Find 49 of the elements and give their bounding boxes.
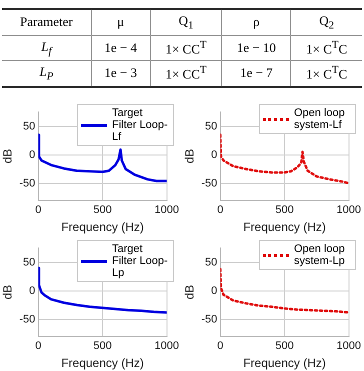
y-axis-title: dB: [0, 284, 15, 300]
x-axis-title: Frequency (Hz): [243, 220, 326, 234]
x-axis-title: Frequency (Hz): [61, 220, 144, 234]
x-tick-label: 1000: [154, 204, 180, 216]
y-tick-label: -50: [201, 313, 218, 326]
text: 1e − 3: [104, 65, 137, 80]
x-tick-label: 1000: [336, 340, 362, 352]
category-label: L$_{f}$: [41, 38, 52, 58]
category-label: ρ: [222, 9, 291, 36]
text: 1× C$^{T}$C: [306, 64, 348, 82]
y-tick-label: 50: [23, 256, 36, 268]
x-axis-title: Frequency (Hz): [243, 356, 326, 370]
y-tick-label: -50: [201, 177, 218, 190]
x-tick-label: 500: [93, 340, 112, 352]
line-series: [220, 134, 349, 185]
y-tick-label: 0: [211, 148, 218, 161]
y-tick-label: 50: [23, 120, 36, 132]
text: 1× CC$^{T}$: [165, 38, 207, 56]
text: 1e − 4: [104, 40, 137, 55]
y-tick-label: 0: [211, 284, 218, 297]
y-axis-title: dB: [182, 284, 197, 300]
y-tick-label: 0: [29, 284, 36, 297]
x-axis-title: Frequency (Hz): [61, 356, 144, 370]
y-tick-label: 50: [205, 120, 218, 132]
y-tick-label: -50: [19, 177, 36, 190]
legend-label: Target Filter Loop-Lf: [112, 107, 169, 143]
category-label: Q$_{2}$: [290, 9, 362, 36]
legend-label: Target Filter Loop-Lp: [112, 243, 169, 279]
y-axis-title: dB: [182, 148, 197, 164]
text: 1e − 7: [240, 65, 273, 80]
x-tick-label: 1000: [154, 340, 180, 352]
x-tick-label: 500: [93, 204, 112, 216]
category-label: Parameter: [2, 9, 92, 36]
text: 1× CC$^{T}$: [165, 64, 207, 82]
x-tick-label: 500: [275, 204, 294, 216]
category-label: μ: [91, 9, 150, 36]
y-tick-label: 50: [205, 256, 218, 268]
x-tick-label: 1000: [336, 204, 362, 216]
y-axis-title: dB: [0, 148, 15, 164]
text: 1× C$^{T}$C: [306, 38, 348, 56]
category-label: L$_{P}$: [39, 64, 54, 83]
category-label: Q$_{1}$: [150, 9, 222, 36]
text: 1e − 10: [236, 40, 276, 55]
legend-label: Open loop system-Lf: [294, 107, 346, 131]
y-tick-label: -50: [19, 313, 36, 326]
y-tick-label: 0: [29, 148, 36, 161]
line-series: [220, 268, 349, 314]
x-tick-label: 500: [275, 340, 294, 352]
legend-label: Open loop system-Lp: [294, 243, 346, 267]
